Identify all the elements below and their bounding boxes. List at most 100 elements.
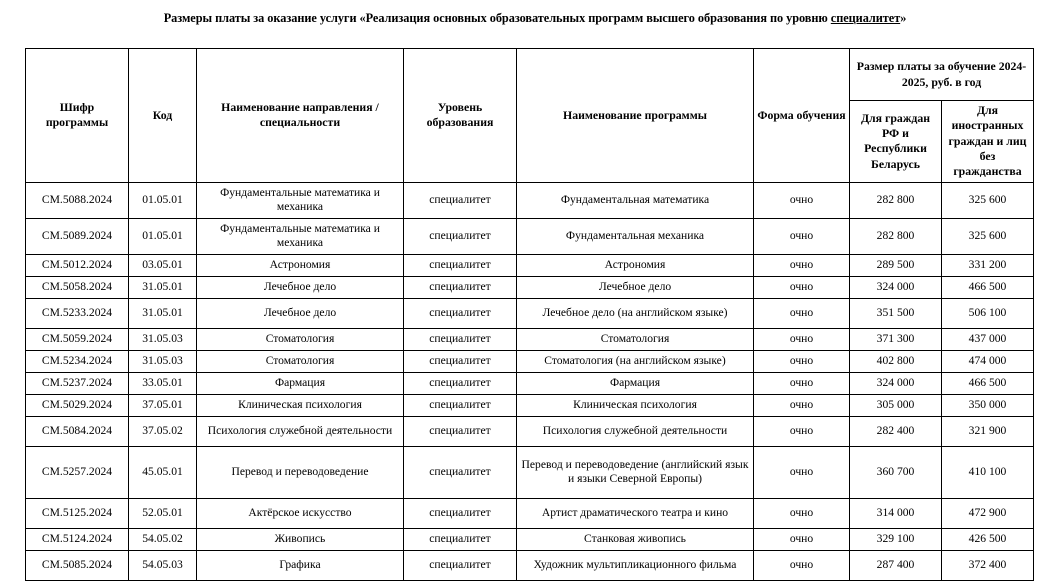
cell-napravlenie: Психология служебной деятельности: [196, 415, 404, 447]
cell-kod: 01.05.01: [128, 181, 197, 219]
cell-programma: Психология служебной деятельности: [516, 415, 754, 447]
table-row: СМ.5237.2024 33.05.01 Фармация специалитет Ф…: [25, 371, 1035, 395]
table-header: Шифр программы Код Наименование направле…: [25, 48, 1035, 183]
cell-uroven: специалитет: [403, 415, 517, 447]
cell-shifr: СМ.5124.2024: [25, 527, 129, 551]
table-row: СМ.5088.2024 01.05.01 Фундаментальные мате…: [25, 181, 1035, 219]
cell-kod: 01.05.01: [128, 217, 197, 255]
cell-price-inostr: 325 600: [940, 217, 1035, 255]
table-row: СМ.5058.2024 31.05.01 Лечебное дело специал…: [25, 275, 1035, 299]
cell-kod: 03.05.01: [128, 253, 197, 277]
cell-kod: 37.05.02: [128, 415, 197, 447]
document-page: Размеры платы за оказание услуги «Реализ…: [25, 11, 1035, 581]
cell-programma: Лечебное дело (на английском языке): [516, 297, 754, 329]
cell-napravlenie: Клиническая психология: [196, 393, 404, 417]
page-title-suffix: »: [900, 11, 907, 25]
cell-price-inostr: 466 500: [940, 371, 1035, 395]
cell-napravlenie: Стоматология: [196, 327, 404, 351]
page-title: Размеры платы за оказание услуги «Реализ…: [140, 11, 930, 26]
cell-price-inostr: 472 900: [940, 497, 1035, 529]
table-body: СМ.5088.2024 01.05.01 Фундаментальные мате…: [25, 181, 1035, 581]
column-header-programma: Наименование программы: [516, 48, 754, 183]
cell-price-inostr: 325 600: [940, 181, 1035, 219]
cell-kod: 54.05.02: [128, 527, 197, 551]
cell-shifr: СМ.5125.2024: [25, 497, 129, 529]
cell-price-rf: 371 300: [849, 327, 942, 351]
fees-table: Шифр программы Код Наименование направле…: [25, 48, 1035, 581]
cell-forma: очно: [753, 275, 850, 299]
cell-napravlenie: Перевод и переводоведение: [196, 445, 404, 499]
cell-napravlenie: Лечебное дело: [196, 297, 404, 329]
cell-forma: очно: [753, 349, 850, 373]
cell-price-rf: 282 800: [849, 181, 942, 219]
cell-kod: 31.05.01: [128, 297, 197, 329]
cell-uroven: специалитет: [403, 349, 517, 373]
cell-kod: 45.05.01: [128, 445, 197, 499]
cell-uroven: специалитет: [403, 297, 517, 329]
cell-forma: очно: [753, 217, 850, 255]
cell-forma: очно: [753, 181, 850, 219]
column-header-grazhdane-rf: Для граждан РФ и Республики Беларусь: [849, 100, 942, 183]
column-header-kod: Код: [128, 48, 197, 183]
cell-price-rf: 324 000: [849, 371, 942, 395]
cell-price-rf: 314 000: [849, 497, 942, 529]
cell-shifr: СМ.5012.2024: [25, 253, 129, 277]
column-header-shifr: Шифр программы: [25, 48, 129, 183]
cell-price-rf: 282 800: [849, 217, 942, 255]
cell-shifr: СМ.5089.2024: [25, 217, 129, 255]
table-row: СМ.5233.2024 31.05.01 Лечебное дело специал…: [25, 297, 1035, 329]
cell-programma: Клиническая психология: [516, 393, 754, 417]
page-title-prefix: Размеры платы за оказание услуги «Реализ…: [163, 11, 831, 25]
cell-programma: Фундаментальная механика: [516, 217, 754, 255]
cell-price-inostr: 410 100: [940, 445, 1035, 499]
cell-uroven: специалитет: [403, 497, 517, 529]
cell-price-inostr: 331 200: [940, 253, 1035, 277]
cell-kod: 31.05.01: [128, 275, 197, 299]
cell-price-rf: 287 400: [849, 549, 942, 581]
cell-napravlenie: Живопись: [196, 527, 404, 551]
column-header-napravlenie: Наименование направления / специальности: [196, 48, 404, 183]
cell-shifr: СМ.5234.2024: [25, 349, 129, 373]
cell-programma: Фундаментальная математика: [516, 181, 754, 219]
cell-uroven: специалитет: [403, 181, 517, 219]
cell-price-inostr: 474 000: [940, 349, 1035, 373]
cell-price-rf: 324 000: [849, 275, 942, 299]
table-row: СМ.5085.2024 54.05.03 Графика специалитет Ху…: [25, 549, 1035, 581]
cell-uroven: специалитет: [403, 371, 517, 395]
cell-shifr: СМ.5058.2024: [25, 275, 129, 299]
cell-programma: Фармация: [516, 371, 754, 395]
cell-forma: очно: [753, 253, 850, 277]
cell-programma: Астрономия: [516, 253, 754, 277]
cell-napravlenie: Фундаментальные математика и механика: [196, 217, 404, 255]
table-row: СМ.5124.2024 54.05.02 Живопись специалитет С…: [25, 527, 1035, 551]
table-row: СМ.5257.2024 45.05.01 Перевод и переводове…: [25, 445, 1035, 499]
cell-kod: 33.05.01: [128, 371, 197, 395]
cell-programma: Художник мультипликационного фильма: [516, 549, 754, 581]
cell-price-inostr: 506 100: [940, 297, 1035, 329]
cell-price-inostr: 437 000: [940, 327, 1035, 351]
cell-price-rf: 329 100: [849, 527, 942, 551]
cell-uroven: специалитет: [403, 445, 517, 499]
cell-shifr: СМ.5233.2024: [25, 297, 129, 329]
cell-programma: Станковая живопись: [516, 527, 754, 551]
cell-programma: Стоматология (на английском языке): [516, 349, 754, 373]
cell-uroven: специалитет: [403, 253, 517, 277]
column-header-razmer-group: Размер платы за обучение 2024-2025, руб.…: [848, 48, 1035, 101]
cell-programma: Перевод и переводоведение (английский яз…: [516, 445, 754, 499]
cell-forma: очно: [753, 497, 850, 529]
cell-uroven: специалитет: [403, 527, 517, 551]
cell-programma: Лечебное дело: [516, 275, 754, 299]
cell-kod: 37.05.01: [128, 393, 197, 417]
table-row: СМ.5089.2024 01.05.01 Фундаментальные мате…: [25, 217, 1035, 255]
cell-shifr: СМ.5088.2024: [25, 181, 129, 219]
cell-napravlenie: Графика: [196, 549, 404, 581]
cell-price-inostr: 321 900: [940, 415, 1035, 447]
table-row: СМ.5029.2024 37.05.01 Клиническая психолог…: [25, 393, 1035, 417]
column-header-forma: Форма обучения: [753, 48, 850, 183]
table-header-row-sub: Для граждан РФ и Республики Беларусь Для…: [26, 100, 1035, 183]
cell-price-rf: 305 000: [849, 393, 942, 417]
cell-forma: очно: [753, 549, 850, 581]
column-header-inostrannye: Для иностранных граждан и лиц без гражда…: [940, 100, 1035, 183]
cell-price-inostr: 372 400: [940, 549, 1035, 581]
cell-napravlenie: Фундаментальные математика и механика: [196, 181, 404, 219]
